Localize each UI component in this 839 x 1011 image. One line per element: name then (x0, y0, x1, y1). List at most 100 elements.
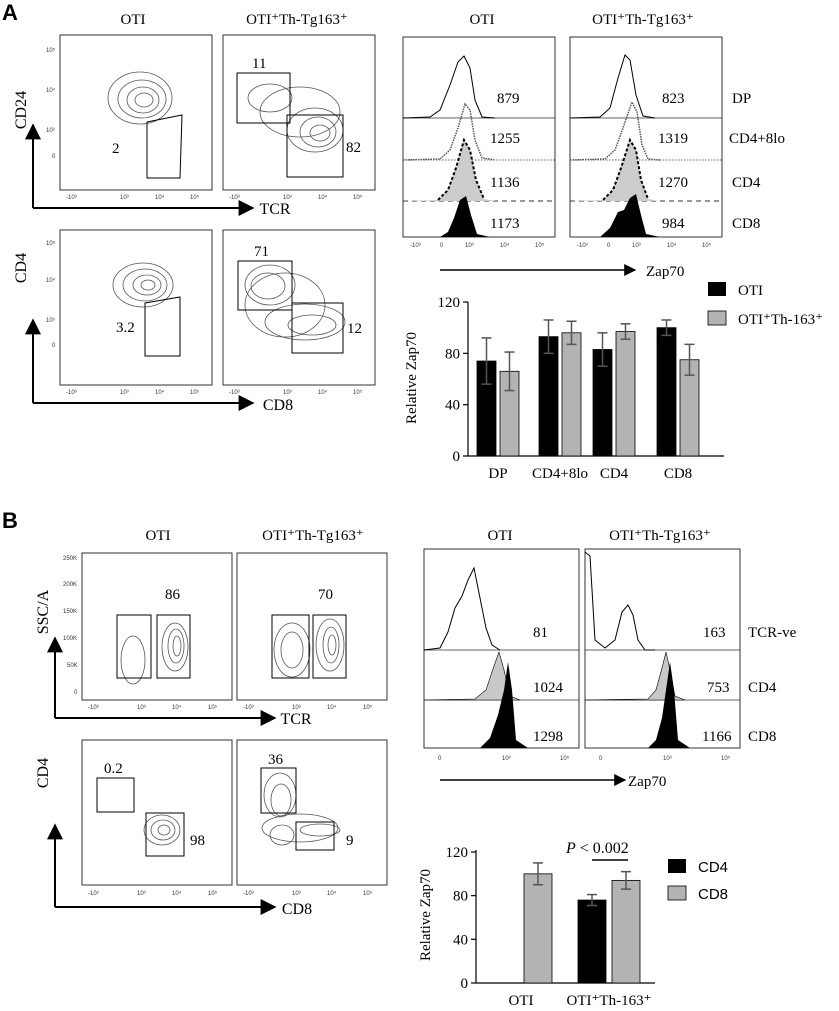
b-gate-th-tcr: 70 (318, 587, 333, 603)
a-tick-3-2: 10³ (283, 195, 292, 201)
a-hist-oti-val-3: 1173 (490, 216, 519, 232)
a-chart-errbar-1-3 (684, 343, 695, 376)
a-flow-col-oti: OTI (121, 12, 146, 28)
a-hist-tick-neg-2: -10³ (577, 243, 588, 249)
a-chart-bar-1-2 (615, 331, 636, 457)
a-chart-errbar-1-2 (620, 323, 631, 340)
a-chart-bar-0-1 (538, 336, 559, 457)
b-flow-col-oti: OTI (146, 528, 171, 544)
b-tick-5-3: 10⁵ (208, 890, 218, 897)
b-chart-xtick-1: OTI⁺Th-163⁺ (567, 993, 652, 1009)
a-chart-ytick-0: 0 (453, 449, 461, 465)
b-hist-col-oti: OTI (488, 528, 513, 544)
b-flow-plot-oti-cd8 (81, 739, 233, 886)
b-ssc-tick-0: 250K (63, 556, 77, 562)
a-tick-neg-3: -10³ (66, 390, 77, 396)
a-tick-4-3: 10⁴ (155, 389, 165, 396)
b-tick-5-4: 10⁵ (363, 890, 373, 897)
a-tick-y4-1: 10⁴ (46, 87, 56, 94)
b-hist-row-2: CD8 (748, 729, 776, 745)
b-legend-cd8: CD8 (698, 886, 728, 903)
a-chart-ytick-1: 40 (445, 398, 460, 414)
a-hist-oti (402, 36, 556, 238)
a-bar-ylabel: Relative Zap70 (404, 332, 420, 424)
b-legend-cd4: CD4 (698, 859, 728, 876)
a-tick-neg-1: -10³ (66, 195, 77, 201)
b-hist-tick-5-1: 10⁵ (560, 755, 570, 762)
a-chart-bar-0-3 (656, 327, 677, 457)
panel-b-letter: B (2, 508, 18, 533)
a-tick-4-4: 10⁴ (318, 389, 328, 396)
a-hist-tick-0-1: 0 (440, 243, 444, 249)
a-hist-th (569, 36, 723, 238)
b-tick-4-2: 10⁴ (327, 704, 337, 711)
b-ssc-label: SSC/A (35, 589, 52, 634)
a-hist-th-val-0: 823 (662, 91, 685, 107)
a-gate-oti-cd8: 3.2 (116, 320, 135, 336)
b-gate-oti-cd4: 0.2 (104, 761, 123, 777)
a-legend-th: OTI⁺Th-163⁺ (738, 312, 823, 328)
a-hist-th-val-3: 984 (662, 216, 685, 232)
a-chart-xtick-2: CD4 (600, 466, 629, 482)
a-hist-tick-4-1: 10⁴ (500, 242, 510, 249)
a-hist-oti-val-2: 1136 (490, 175, 520, 191)
b-chart-ytick-1: 40 (453, 932, 468, 948)
a-tick-y4-3: 10⁴ (46, 277, 56, 284)
b-cd4-label: CD4 (35, 758, 52, 788)
a-hist-tick-0-2: 0 (607, 243, 611, 249)
b-tick-3-3: 10³ (137, 891, 146, 897)
a-tick-4-2: 10⁴ (318, 194, 328, 201)
a-hist-th-val-1: 1319 (658, 131, 688, 147)
b-chart-bar-1-1 (611, 879, 641, 984)
a-tick-neg-2: -10³ (229, 195, 240, 201)
b-hist-th-val-2: 1166 (702, 729, 732, 745)
a-tick-y5-1: 10⁵ (46, 47, 56, 54)
b-hist-oti-val-2: 1298 (533, 729, 563, 745)
a-tick-y5-3: 10⁵ (46, 240, 56, 247)
b-hist-th-val-1: 753 (707, 680, 730, 696)
a-chart-xtick-3: CD8 (664, 466, 692, 482)
a-tcr-label: TCR (259, 201, 290, 218)
b-gate-oti-cd8: 98 (190, 833, 205, 849)
a-chart-errbar-0-2 (597, 332, 608, 367)
b-flow-plot-th-cd8 (236, 739, 388, 886)
a-tick-4-1: 10⁴ (155, 194, 165, 201)
b-hist-oti-val-1: 1024 (533, 680, 564, 696)
b-chart-ytick-3: 120 (446, 845, 469, 861)
a-hist-row-1: CD4+8lo (729, 131, 785, 147)
b-pvalue-p: P (565, 840, 576, 857)
b-gate-th-cd8: 9 (346, 833, 354, 849)
b-tick-3-1: 10³ (137, 705, 146, 711)
b-chart-xtick-0: OTI (509, 993, 534, 1009)
a-bar-chart: 0 40 80 120 DP CD4+8lo CD4 CD8 (438, 295, 724, 482)
b-hist-oti-val-0: 81 (533, 625, 548, 641)
b-tick-4-4: 10⁴ (327, 890, 337, 897)
b-chart-errbar-1-0 (533, 862, 543, 886)
a-chart-errbar-1-0 (504, 351, 515, 392)
a-cd24-label: CD24 (13, 91, 30, 129)
a-flow-plot-th-tcr (222, 34, 376, 191)
a-tick-y3-3: 10³ (46, 318, 55, 324)
a-chart-errbar-0-3 (661, 319, 672, 337)
b-ssc-tick-4: 50K (67, 663, 78, 669)
a-chart-xtick-1: CD4+8lo (532, 466, 588, 482)
b-pvalue-rest: < 0.002 (576, 840, 629, 857)
b-flow-col-th: OTI⁺Th-Tg163⁺ (262, 528, 364, 544)
a-hist-tick-3-1: 10³ (465, 243, 474, 249)
b-hist-oti (423, 548, 580, 749)
b-ssc-tick-5: 0 (74, 690, 78, 696)
a-chart-xtick-0: DP (488, 466, 507, 482)
b-gate-th-cd4: 36 (268, 752, 284, 768)
b-ssc-tick-3: 100K (63, 636, 77, 642)
b-tick-neg-4: -10³ (243, 891, 254, 897)
a-hist-row-2: CD4 (732, 175, 761, 191)
b-hist-row-1: CD4 (748, 680, 777, 696)
b-hist-th-val-0: 163 (703, 625, 726, 641)
b-tick-neg-2: -10³ (243, 705, 254, 711)
a-hist-row-0: DP (732, 91, 751, 107)
b-legend-cd8-swatch (667, 885, 687, 901)
a-tick-3-4: 10³ (283, 390, 292, 396)
a-cd8-label: CD8 (263, 397, 293, 414)
a-hist-tick-neg-1: -10³ (410, 243, 421, 249)
a-tick-3-3: 10³ (120, 390, 129, 396)
